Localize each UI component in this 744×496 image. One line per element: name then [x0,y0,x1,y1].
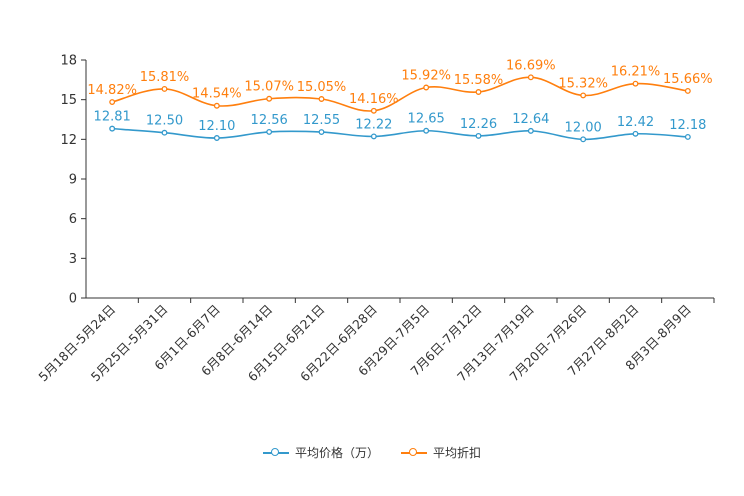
data-label-price: 12.26 [460,117,497,132]
data-point-price [161,129,168,136]
data-point-price [684,134,691,140]
data-point-discount [423,84,430,91]
data-point-discount [370,107,377,114]
data-point-price [580,136,587,143]
data-point-discount [109,99,116,105]
data-label-discount: 16.69% [506,58,556,73]
data-point-discount [475,89,482,95]
data-label-price: 12.18 [669,118,706,133]
data-point-price [109,125,116,132]
data-label-price: 12.65 [408,112,445,127]
data-point-price [266,128,273,135]
series-line-price [112,127,688,141]
y-tick-label: 6 [69,212,77,227]
data-label-discount: 15.32% [558,76,608,91]
legend-item-price[interactable]: 平均价格（万） [262,444,379,461]
data-label-discount: 15.58% [454,73,504,88]
y-tick-label: 12 [60,133,77,148]
line-chart: 03691215185月18日-5月24日5月25日-5月31日6月1日-6月7… [35,54,715,384]
data-label-discount: 14.82% [87,83,137,98]
data-label-price: 12.42 [617,115,654,130]
series-layer [109,74,691,143]
data-label-discount: 15.05% [297,80,347,95]
data-point-discount [318,96,325,102]
y-tick-label: 15 [60,93,77,108]
data-label-discount: 14.54% [192,87,242,102]
data-label-price: 12.00 [565,120,602,135]
data-point-discount [684,87,691,94]
legend-item-discount[interactable]: 平均折扣 [401,444,481,461]
data-label-price: 12.55 [303,113,340,128]
data-label-price: 12.56 [251,113,288,128]
y-tick-label: 0 [69,292,77,307]
legend-label-price: 平均价格（万） [294,446,379,460]
data-point-discount [580,92,587,99]
y-tick-label: 3 [69,252,77,267]
data-point-price [527,127,534,134]
data-label-discount: 15.07% [244,80,294,95]
data-point-price [632,130,639,137]
data-label-discount: 16.21% [611,65,661,80]
data-label-price: 12.22 [355,117,392,132]
data-labels: 12.81 12.50 12.10 12.56 12.55 12.22 12.65 12.26… [87,58,712,135]
data-point-price [370,133,377,140]
y-tick-label: 9 [69,173,77,188]
data-point-discount [266,95,273,102]
data-label-discount: 15.66% [663,72,713,87]
data-label-discount: 14.16% [349,92,399,107]
data-label-price: 12.81 [94,110,131,125]
data-point-price [475,132,482,139]
legend: 平均价格（万） 平均折扣 [0,444,744,461]
data-point-discount [161,86,168,92]
data-label-discount: 15.92% [401,69,451,84]
legend-marker-discount [401,447,427,459]
legend-marker-price [262,447,289,459]
data-point-discount [527,74,534,81]
data-point-discount [632,80,639,87]
data-point-price [318,129,325,136]
data-point-price [213,135,220,141]
legend-label-discount: 平均折扣 [433,446,482,460]
series-line-discount [111,76,688,112]
data-point-discount [213,102,220,109]
y-tick-label: 18 [60,54,77,69]
data-label-price: 12.50 [146,114,183,129]
data-label-price: 12.64 [512,112,549,127]
data-label-discount: 15.81% [140,70,190,85]
data-label-price: 12.10 [198,119,235,134]
data-point-price [423,127,430,134]
